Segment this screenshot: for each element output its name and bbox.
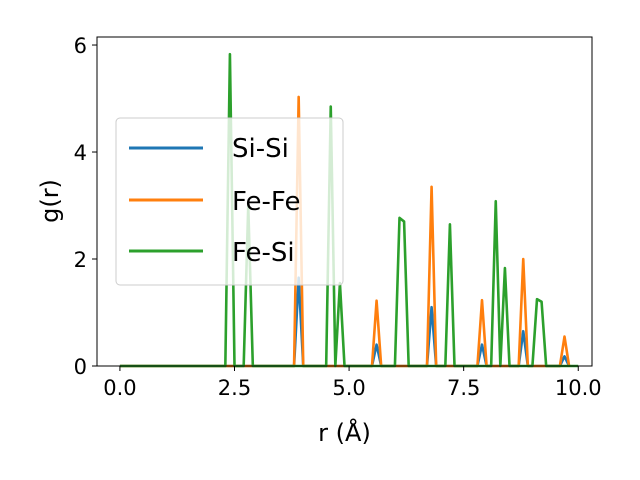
x-tick-label: 10.0 (555, 376, 602, 400)
x-tick-label: 7.5 (447, 376, 480, 400)
legend-entry-fe-si: Fe-Si (129, 238, 295, 268)
x-axis-label: r (Å) (318, 418, 371, 447)
x-tick-label: 5.0 (332, 376, 365, 400)
y-tick-label: 4 (74, 141, 87, 165)
y-tick-label: 0 (74, 355, 87, 379)
y-tick-label: 2 (74, 248, 87, 272)
x-tick-label: 2.5 (218, 376, 251, 400)
legend-label-fe-fe: Fe-Fe (232, 187, 300, 217)
y-axis-label: g(r) (36, 179, 64, 223)
legend-frame (115, 117, 344, 286)
legend-entry-si-si: Si-Si (129, 134, 289, 164)
legend-entry-fe-fe: Fe-Fe (129, 187, 300, 217)
legend-label-si-si: Si-Si (232, 134, 289, 164)
plot-frame (96, 36, 593, 367)
x-tick-label: 0.0 (103, 376, 136, 400)
ticks-layer: 0.0 2.5 5.0 7.5 10.0 0 2 4 6 (74, 34, 602, 400)
legend: Si-Si Fe-Fe Fe-Si (115, 117, 344, 286)
y-tick-label: 6 (74, 34, 87, 58)
legend-label-fe-si: Fe-Si (232, 238, 295, 268)
